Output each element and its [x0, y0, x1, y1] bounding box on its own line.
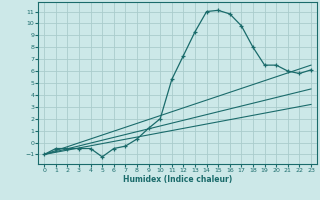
- X-axis label: Humidex (Indice chaleur): Humidex (Indice chaleur): [123, 175, 232, 184]
